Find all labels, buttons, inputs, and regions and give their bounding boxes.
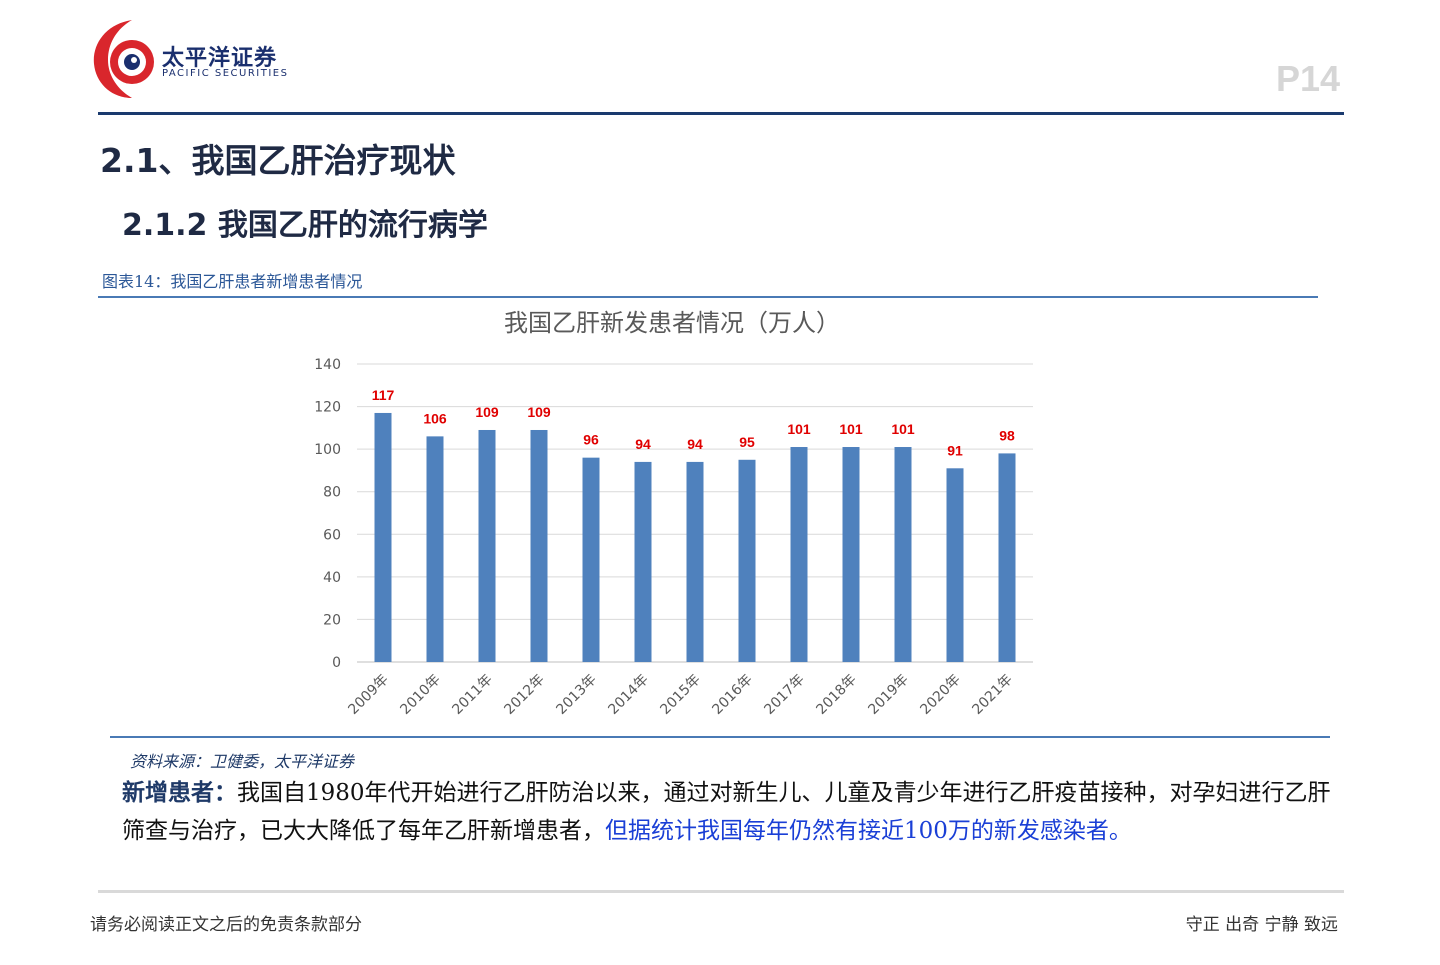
body-paragraph: 新增患者：我国自1980年代开始进行乙肝防治以来，通过对新生儿、儿童及青少年进行… [122,774,1332,850]
bar [738,459,756,662]
x-tick-label: 2014年 [605,672,651,718]
bar [426,436,444,662]
bar [842,447,860,662]
x-tick-label: 2013年 [553,672,599,718]
bar [790,447,808,662]
y-tick-label: 80 [323,485,341,501]
chart-title: 我国乙肝新发患者情况（万人） [504,309,840,337]
footer-disclaimer: 请务必阅读正文之后的免责条款部分 [90,915,362,935]
subsection-title: 2.1.2 我国乙肝的流行病学 [122,208,488,243]
y-tick-label: 60 [323,527,341,543]
bar [634,461,652,662]
bar [374,412,392,662]
y-tick-label: 40 [323,570,341,586]
bar-value-label: 96 [583,432,599,448]
company-logo-mark [93,20,154,98]
bar [478,429,496,662]
y-tick-label: 120 [314,400,341,416]
bar-value-label: 94 [635,436,651,452]
x-tick-label: 2011年 [449,672,495,718]
bar-value-label: 109 [527,404,551,420]
bar-value-label: 101 [839,421,863,437]
bar-value-label: 106 [423,410,447,426]
bar-value-label: 91 [947,442,963,458]
x-tick-label: 2017年 [761,672,807,718]
bar-value-label: 117 [372,387,395,403]
bar [582,457,600,662]
footer-motto: 守正 出奇 宁静 致远 [1185,915,1338,935]
footer-divider [98,890,1344,893]
paragraph-lead: 新增患者： [122,779,237,806]
y-tick-label: 100 [314,442,341,458]
x-tick-label: 2012年 [501,672,547,718]
header-divider [98,112,1344,115]
y-tick-label: 140 [314,357,341,373]
figure-caption-divider [98,296,1318,298]
bar [530,429,548,662]
bar-value-label: 98 [999,427,1015,443]
source-divider [110,736,1330,738]
bar-value-label: 95 [739,434,755,450]
bar [686,461,704,662]
x-tick-label: 2015年 [657,672,703,718]
x-tick-label: 2010年 [397,672,443,718]
figure-caption: 图表14：我国乙肝患者新增患者情况 [102,272,363,291]
paragraph-body: 我国自1980年代开始进行乙肝防治以来，通过对新生儿、儿童及青少年进行乙肝疫苗接… [122,780,1331,844]
logo-text-en: PACIFIC SECURITIES [162,68,289,79]
bar [894,447,912,662]
x-tick-label: 2020年 [917,672,963,718]
section-title: 2.1、我国乙肝治疗现状 [100,141,456,180]
bar-value-label: 101 [787,421,811,437]
y-tick-label: 0 [332,655,341,671]
bar-value-label: 101 [891,421,915,437]
bar-value-label: 109 [475,404,499,420]
bar [946,468,964,662]
x-tick-label: 2021年 [969,672,1015,718]
page-number: P14 [1275,58,1340,99]
x-tick-label: 2018年 [813,672,859,718]
x-tick-label: 2019年 [865,672,911,718]
paragraph-highlight: 但据统计我国每年仍然有接近100万的新发感染者。 [605,818,1132,844]
x-tick-label: 2009年 [345,672,391,718]
source-note: 资料来源：卫健委，太平洋证券 [130,752,355,771]
logo-text-cn: 太平洋证券 [162,46,278,71]
bar [998,453,1016,662]
y-tick-label: 20 [323,612,341,628]
bar-value-label: 94 [687,436,703,452]
x-tick-label: 2016年 [709,672,755,718]
